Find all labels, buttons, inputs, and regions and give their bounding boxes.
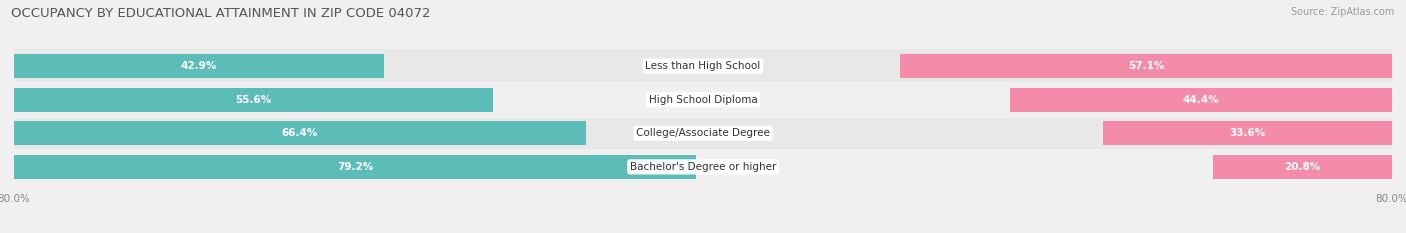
Bar	[900, 54, 1392, 78]
Text: Bachelor's Degree or higher: Bachelor's Degree or higher	[630, 162, 776, 172]
Text: 44.4%: 44.4%	[1182, 95, 1219, 105]
Text: Source: ZipAtlas.com: Source: ZipAtlas.com	[1291, 7, 1395, 17]
Text: 79.2%: 79.2%	[337, 162, 373, 172]
Text: 55.6%: 55.6%	[235, 95, 271, 105]
Bar	[1010, 88, 1392, 112]
Text: 42.9%: 42.9%	[180, 61, 217, 71]
Bar	[14, 150, 1392, 184]
Text: High School Diploma: High School Diploma	[648, 95, 758, 105]
Text: College/Associate Degree: College/Associate Degree	[636, 128, 770, 138]
Bar	[1213, 155, 1392, 179]
Text: 20.8%: 20.8%	[1284, 162, 1320, 172]
Text: 66.4%: 66.4%	[281, 128, 318, 138]
Bar	[14, 121, 586, 145]
Bar	[1102, 121, 1392, 145]
Text: 57.1%: 57.1%	[1128, 61, 1164, 71]
Bar	[14, 155, 696, 179]
Bar	[14, 54, 384, 78]
Text: Less than High School: Less than High School	[645, 61, 761, 71]
Bar	[14, 83, 1392, 116]
Bar	[14, 116, 1392, 150]
Bar	[14, 49, 1392, 83]
Bar	[14, 88, 494, 112]
Text: OCCUPANCY BY EDUCATIONAL ATTAINMENT IN ZIP CODE 04072: OCCUPANCY BY EDUCATIONAL ATTAINMENT IN Z…	[11, 7, 430, 20]
Text: 33.6%: 33.6%	[1229, 128, 1265, 138]
